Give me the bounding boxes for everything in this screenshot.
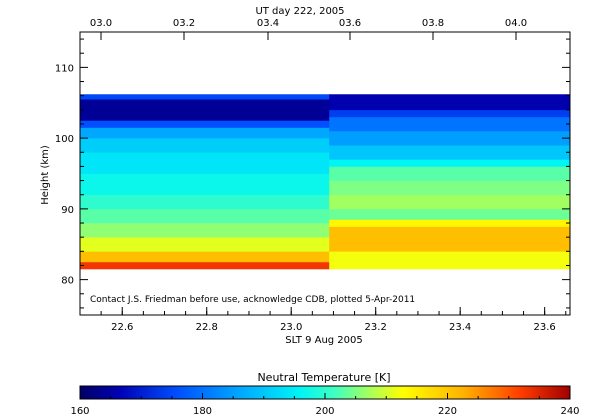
y-tick-label: 90	[61, 205, 74, 216]
top-tick-label: 04.0	[505, 18, 527, 29]
heatmap-cell	[80, 138, 330, 153]
bottom-tick-label: 22.8	[196, 322, 218, 333]
heatmap-cell	[80, 127, 330, 139]
top-tick-label: 03.4	[257, 18, 279, 29]
bottom-axis: 22.6 22.8 23.0 23.2 23.4 23.6	[100, 307, 567, 333]
heatmap-cells	[80, 94, 571, 270]
colorbar-axis: 160 180 200 220 240	[70, 393, 580, 417]
heatmap-cell	[80, 120, 330, 128]
colorbar-tick-label: 200	[315, 406, 334, 417]
bottom-tick-label: 22.6	[111, 322, 133, 333]
heatmap-cell	[80, 94, 330, 100]
y-tick-label: 100	[55, 134, 74, 145]
colorbar-title: Neutral Temperature [K]	[257, 371, 390, 384]
heatmap-cell	[80, 223, 330, 238]
heatmap-cell	[329, 116, 571, 132]
y-axis: 80 90 100 110	[55, 38, 570, 309]
heatmap-cell	[329, 251, 571, 270]
colorbar-tick-label: 180	[193, 406, 212, 417]
heatmap-cell	[80, 194, 330, 210]
top-tick-label: 03.2	[173, 18, 195, 29]
top-tick-label: 03.6	[339, 18, 361, 29]
heatmap-cell	[329, 131, 571, 146]
bottom-tick-label: 23.4	[449, 322, 471, 333]
heatmap-cell	[329, 219, 571, 227]
heatmap-cell	[329, 145, 571, 160]
y-axis-title: Height (km)	[40, 145, 51, 205]
top-tick-label: 03.8	[422, 18, 444, 29]
y-tick-label: 80	[61, 276, 74, 287]
heatmap-cell	[80, 261, 330, 270]
heatmap-cell	[329, 166, 571, 181]
usage-annotation: Contact J.S. Friedman before use, acknow…	[90, 295, 415, 305]
heatmap-cell	[80, 152, 330, 174]
heatmap-cell	[80, 173, 330, 196]
y-tick-label: 110	[55, 63, 74, 74]
heatmap-cell	[329, 208, 571, 220]
colorbar-tick-label: 160	[70, 406, 89, 417]
bottom-tick-label: 23.2	[365, 322, 387, 333]
heatmap-cell	[329, 226, 571, 252]
top-axis-title: UT day 222, 2005	[255, 6, 344, 17]
heatmap-cell	[80, 208, 330, 224]
heatmap-cell	[80, 99, 330, 121]
heatmap-cell	[329, 94, 571, 111]
colorbar-tick-label: 240	[560, 406, 579, 417]
bottom-tick-label: 23.0	[280, 322, 302, 333]
bottom-axis-title: SLT 9 Aug 2005	[285, 335, 363, 346]
colorbar-tick-label: 220	[438, 406, 457, 417]
plot-frame	[79, 31, 571, 316]
heatmap-cell	[80, 251, 330, 263]
heatmap-cell	[329, 159, 571, 167]
heatmap-cell	[329, 194, 571, 210]
heatmap-cell	[80, 237, 330, 252]
heatmap-cell	[329, 180, 571, 196]
bottom-tick-label: 23.6	[534, 322, 556, 333]
heatmap-cell	[329, 109, 571, 118]
top-tick-label: 03.0	[90, 18, 112, 29]
top-axis: 03.0 03.2 03.4 03.6 03.8 04.0	[90, 18, 527, 40]
